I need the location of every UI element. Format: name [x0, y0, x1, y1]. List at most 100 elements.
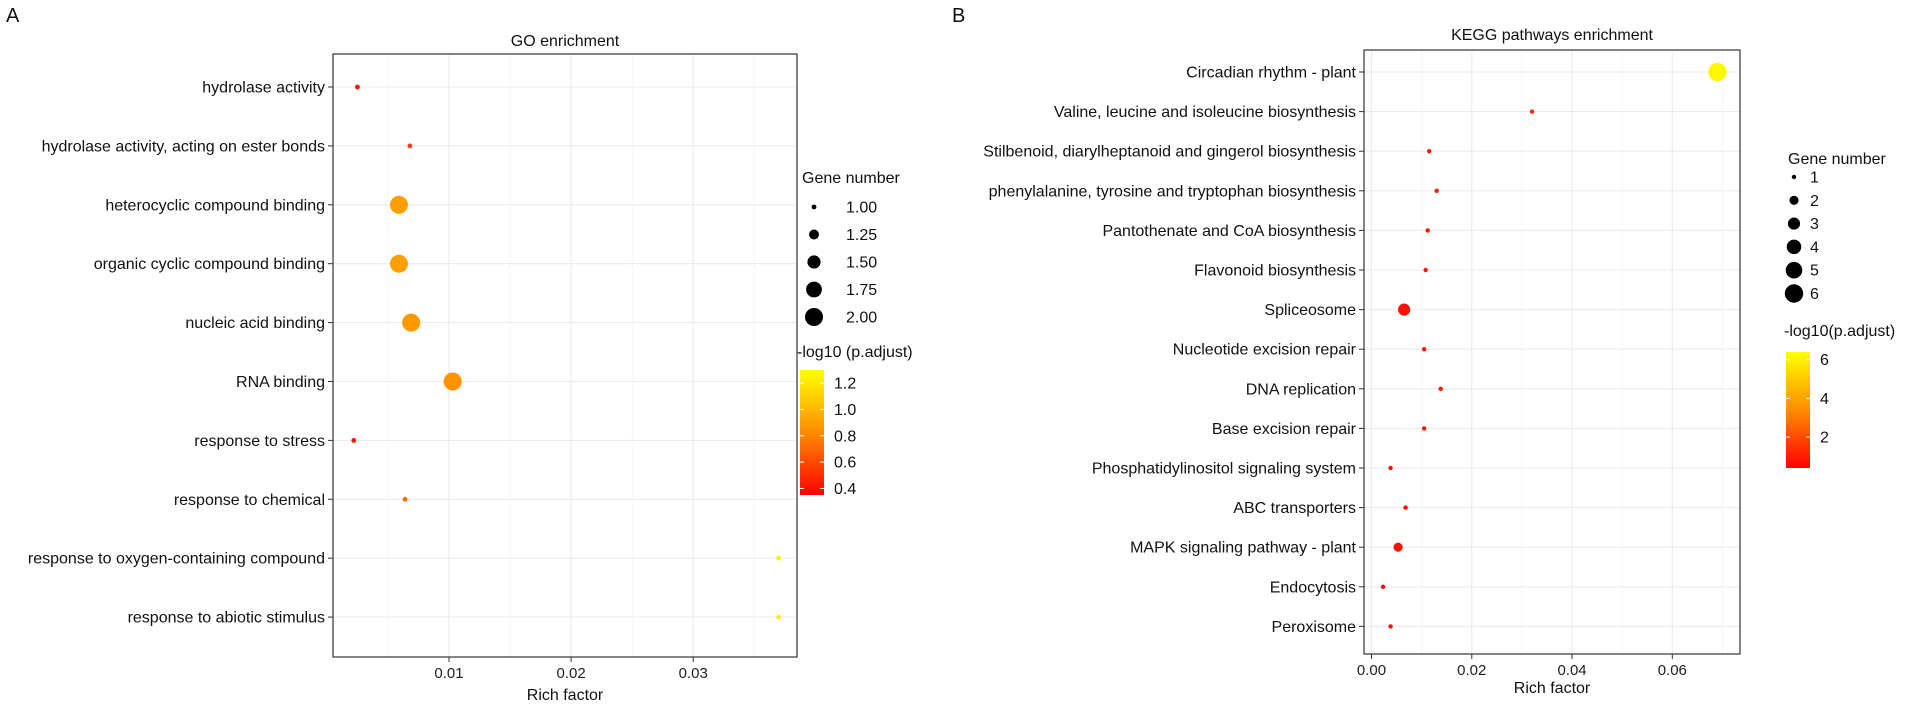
category-labels-a: hydrolase activity hydrolase activity, ac… [28, 80, 325, 627]
category-label: response to oxygen-containing compound [28, 551, 325, 568]
category-label: Endocytosis [1270, 579, 1356, 596]
data-point [1426, 149, 1432, 154]
size-legend-label: 1.50 [846, 255, 877, 272]
size-legend-label: 3 [1810, 216, 1819, 233]
category-label: Valine, leucine and isoleucine biosynthe… [1054, 104, 1356, 121]
size-legend-title-a: Gene number [802, 170, 901, 187]
data-point [1380, 584, 1386, 589]
category-label: Pantothenate and CoA biosynthesis [1102, 223, 1356, 240]
data-point [355, 84, 360, 90]
category-label: response to chemical [174, 492, 325, 509]
category-label: DNA replication [1246, 381, 1356, 398]
data-point [1421, 347, 1427, 352]
size-legend-dot [809, 229, 819, 240]
size-legend-dot [807, 255, 821, 269]
category-label: Flavonoid biosynthesis [1194, 263, 1356, 280]
x-axis-title-b: Rich factor [1514, 680, 1591, 697]
size-legend-label: 2 [1810, 193, 1819, 210]
panel-label-a: A [6, 5, 20, 27]
data-point [776, 555, 782, 561]
colorbar-label: 4 [1820, 391, 1829, 408]
category-label: RNA binding [236, 374, 325, 391]
colorbar-a [800, 370, 824, 495]
size-legend-label: 5 [1810, 263, 1819, 280]
x-tick-label: 0.02 [557, 665, 586, 682]
data-point [389, 195, 408, 214]
colorbar-label: 2 [1820, 430, 1829, 447]
category-label: phenylalanine, tyrosine and tryptophan b… [989, 183, 1356, 200]
category-label: Spliceosome [1264, 302, 1356, 319]
color-legend-title-a: -log10 (p.adjust) [797, 344, 913, 361]
x-tick-label: 0.04 [1557, 662, 1586, 679]
points-a [351, 84, 782, 620]
colorbar-label: 6 [1820, 352, 1829, 369]
colorbar-label: 0.4 [834, 481, 856, 498]
data-point [1403, 505, 1408, 510]
size-legend-title-b: Gene number [1788, 151, 1887, 168]
size-legend-dot [811, 204, 817, 210]
category-label: Peroxisome [1272, 619, 1357, 636]
plot-frame-a [332, 53, 798, 658]
x-ticks-a: 0.01 0.02 0.03 [434, 657, 708, 682]
panel-b: B KEGG pathways enrichment Circadian rhy… [952, 5, 1895, 697]
color-legend-title-b: -log10(p.adjust) [1784, 323, 1895, 340]
size-legend-b: Gene number 1 2 3 4 5 6 [1784, 151, 1887, 303]
data-point [1398, 303, 1411, 316]
x-axis-title-a: Rich factor [527, 687, 604, 704]
size-legend-label: 1.75 [846, 282, 877, 299]
category-label: response to abiotic stimulus [128, 610, 325, 627]
category-label: nucleic acid binding [185, 315, 325, 332]
data-point [1388, 465, 1393, 471]
grid-b [1359, 50, 1740, 654]
data-point [402, 496, 408, 502]
data-point [1393, 542, 1403, 552]
category-label: ABC transporters [1233, 500, 1356, 517]
data-point [1529, 109, 1535, 114]
category-label: Base excision repair [1212, 421, 1357, 438]
data-point [1708, 62, 1727, 82]
data-point [407, 143, 413, 149]
size-legend-label: 1 [1810, 170, 1819, 187]
category-label: response to stress [194, 433, 325, 450]
color-legend-b: -log10(p.adjust) 2 4 6 [1784, 323, 1895, 468]
x-tick-label: 0.00 [1357, 662, 1386, 679]
colorbar-label: 0.8 [834, 428, 856, 445]
chart-title-b: KEGG pathways enrichment [1451, 27, 1653, 44]
category-label: Nucleotide excision repair [1173, 342, 1357, 359]
data-point [1421, 426, 1427, 431]
size-legend-dot [1784, 284, 1804, 303]
data-point [1425, 228, 1430, 233]
chart-title-a: GO enrichment [511, 33, 620, 50]
size-legend-dot [1785, 261, 1803, 279]
size-legend-label: 4 [1810, 239, 1819, 256]
colorbar-label: 1.0 [834, 402, 856, 419]
panel-label-b: B [952, 5, 965, 27]
data-point [1388, 624, 1393, 629]
size-legend-dot [805, 308, 823, 326]
data-point [776, 614, 782, 620]
plot-frame-b [1363, 49, 1741, 655]
size-legend-dot [806, 281, 822, 298]
size-legend-label: 1.25 [846, 227, 877, 244]
size-legend-dot [1787, 217, 1801, 230]
category-label: Phosphatidylinositol signaling system [1092, 461, 1356, 478]
category-labels-b: Circadian rhythm - plant Valine, leucine … [983, 65, 1356, 636]
category-label: Circadian rhythm - plant [1186, 65, 1356, 82]
size-legend-dot [1786, 239, 1802, 255]
size-legend-label: 1.00 [846, 200, 877, 217]
data-point [443, 372, 462, 391]
color-legend-a: -log10 (p.adjust) 0.4 0.6 0.8 1.0 1.2 [797, 344, 913, 498]
category-label: heterocyclic compound binding [105, 197, 325, 214]
size-legend-dot [1789, 195, 1799, 205]
panel-a: A GO enrichment hydrolase activityhydrol… [6, 5, 913, 704]
x-tick-label: 0.03 [679, 665, 708, 682]
category-label: hydrolase activity [202, 80, 325, 97]
x-ticks-b: 0.00 0.02 0.04 0.06 [1357, 654, 1687, 679]
size-legend-label: 2.00 [846, 310, 877, 327]
x-tick-label: 0.02 [1457, 662, 1486, 679]
colorbar-b [1786, 352, 1810, 468]
size-legend-dot [1791, 174, 1797, 180]
data-point [389, 254, 408, 273]
category-label: MAPK signaling pathway - plant [1130, 540, 1356, 557]
